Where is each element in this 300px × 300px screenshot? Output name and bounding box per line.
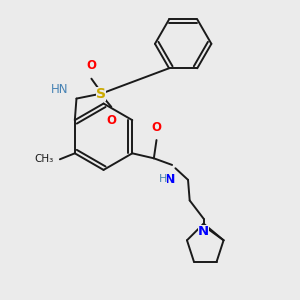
Text: N: N	[165, 173, 176, 186]
Text: HN: HN	[51, 83, 68, 96]
Text: N: N	[198, 225, 209, 238]
Text: S: S	[96, 87, 106, 100]
Text: O: O	[86, 59, 96, 72]
Text: H: H	[159, 174, 167, 184]
Text: O: O	[152, 121, 161, 134]
Text: CH₃: CH₃	[35, 154, 54, 164]
Text: O: O	[106, 113, 116, 127]
